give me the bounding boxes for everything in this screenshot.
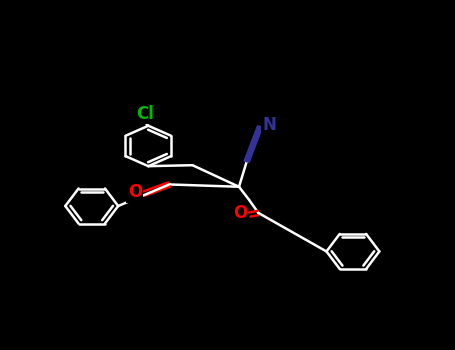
Text: N: N bbox=[263, 116, 277, 134]
Text: Cl: Cl bbox=[136, 105, 154, 123]
Text: O: O bbox=[233, 204, 247, 222]
Text: O: O bbox=[128, 183, 142, 201]
